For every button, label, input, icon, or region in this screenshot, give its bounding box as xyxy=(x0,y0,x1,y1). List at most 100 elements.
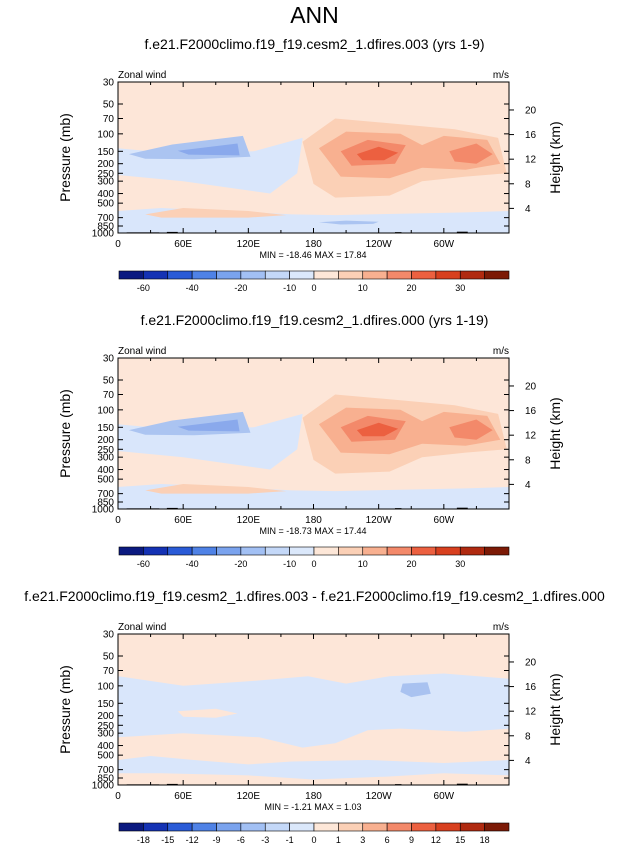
x-tick-label: 60W xyxy=(434,515,455,526)
colorbar-swatch xyxy=(411,546,437,556)
colorbar-label: 0 xyxy=(311,283,316,293)
stats-label: MIN = -1.21 MAX = 1.03 xyxy=(264,802,361,812)
colorbar-label: 12 xyxy=(431,835,441,845)
height-tick-label: 4 xyxy=(525,480,531,491)
colorbar-swatch xyxy=(459,822,485,832)
page-title: ANN xyxy=(290,2,339,28)
colorbar-label: -12 xyxy=(186,835,199,845)
height-tick-label: 4 xyxy=(525,756,531,767)
colorbar-swatch xyxy=(484,270,510,280)
colorbar-swatch xyxy=(362,546,388,556)
y-tick-label: 700 xyxy=(97,489,114,500)
colorbar-label: -3 xyxy=(261,835,269,845)
height-tick-label: 12 xyxy=(525,155,537,166)
y-tick-label: 850 xyxy=(97,774,114,785)
colorbar-label: 9 xyxy=(409,835,414,845)
colorbar-label: -60 xyxy=(137,283,150,293)
colorbar-swatch xyxy=(313,822,339,832)
y-tick-label: 1000 xyxy=(92,505,115,516)
y-tick-label: 50 xyxy=(103,99,115,110)
y-tick-label: 100 xyxy=(97,405,114,416)
colorbar-label: 15 xyxy=(455,835,465,845)
colorbar-label: 18 xyxy=(480,835,490,845)
x-tick-label: 120E xyxy=(237,791,261,802)
y-tick-label: 100 xyxy=(97,129,114,140)
colorbar-swatch xyxy=(264,270,290,280)
contour-region xyxy=(118,756,509,780)
colorbar-swatch xyxy=(386,270,412,280)
x-tick-label: 60W xyxy=(434,791,455,802)
colorbar-swatch xyxy=(459,270,485,280)
y-tick-label: 150 xyxy=(97,699,114,710)
colorbar-label: -10 xyxy=(283,559,296,569)
colorbar-label: -1 xyxy=(286,835,294,845)
x-tick-label: 60E xyxy=(174,791,192,802)
y-tick-label: 50 xyxy=(103,375,115,386)
y-tick-label: 500 xyxy=(97,199,114,210)
colorbar-swatch xyxy=(362,822,388,832)
colorbar-swatch xyxy=(435,822,461,832)
y2-axis-title: Height (km) xyxy=(547,121,563,193)
variable-label: Zonal wind xyxy=(118,346,166,357)
contour-region xyxy=(118,137,303,194)
colorbar-swatch xyxy=(143,822,169,832)
height-tick-label: 20 xyxy=(525,105,537,116)
colorbar-label: -15 xyxy=(161,835,174,845)
stats-label: MIN = -18.73 MAX = 17.44 xyxy=(259,526,366,536)
colorbar-label: -6 xyxy=(237,835,245,845)
colorbar-swatch xyxy=(338,270,364,280)
x-tick-label: 120E xyxy=(237,515,261,526)
colorbar-label: 6 xyxy=(385,835,390,845)
y-tick-label: 100 xyxy=(97,681,114,692)
contour-field xyxy=(118,82,509,233)
y-tick-label: 200 xyxy=(97,159,114,170)
colorbar-swatch xyxy=(216,546,242,556)
y-tick-label: 300 xyxy=(97,177,114,188)
y-tick-label: 30 xyxy=(103,354,115,365)
colorbar-label: 20 xyxy=(406,283,416,293)
height-tick-label: 16 xyxy=(525,682,537,693)
colorbar-swatch xyxy=(191,822,217,832)
y-tick-label: 70 xyxy=(103,114,115,125)
y-tick-label: 300 xyxy=(97,729,114,740)
colorbar-swatch xyxy=(411,270,437,280)
units-label: m/s xyxy=(493,70,509,81)
x-tick-label: 0 xyxy=(115,515,121,526)
y-tick-label: 1000 xyxy=(92,229,115,240)
colorbar-swatch xyxy=(191,546,217,556)
colorbar-swatch xyxy=(386,822,412,832)
colorbar-swatch xyxy=(484,546,510,556)
variable-label: Zonal wind xyxy=(118,622,166,633)
y-tick-label: 250 xyxy=(97,445,114,456)
colorbar-swatch xyxy=(313,546,339,556)
x-tick-label: 120W xyxy=(366,515,393,526)
colorbar-swatch xyxy=(240,270,266,280)
colorbar-label: 30 xyxy=(455,283,465,293)
y-tick-label: 150 xyxy=(97,423,114,434)
colorbar-label: -20 xyxy=(234,559,247,569)
colorbar-swatch xyxy=(289,546,315,556)
colorbar-swatch xyxy=(411,822,437,832)
y-tick-label: 850 xyxy=(97,222,114,233)
contour-region xyxy=(400,682,431,698)
y-tick-label: 200 xyxy=(97,435,114,446)
stats-label: MIN = -18.46 MAX = 17.84 xyxy=(259,250,366,260)
panel-1-title: f.e21.F2000climo.f19_f19.cesm2_1.dfires.… xyxy=(144,36,485,52)
units-label: m/s xyxy=(493,346,509,357)
height-tick-label: 8 xyxy=(525,455,531,466)
x-tick-label: 120E xyxy=(237,239,261,250)
colorbar-swatch xyxy=(289,270,315,280)
colorbar-swatch xyxy=(264,822,290,832)
colorbar-label: -40 xyxy=(186,283,199,293)
colorbar-swatch xyxy=(216,270,242,280)
y-tick-label: 1000 xyxy=(92,781,115,792)
colorbar-swatch xyxy=(240,822,266,832)
colorbar-swatch xyxy=(240,546,266,556)
topography xyxy=(456,231,468,233)
contour-region xyxy=(318,220,379,225)
colorbar-swatch xyxy=(264,546,290,556)
panel-2-title: f.e21.F2000climo.f19_f19.cesm2_1.dfires.… xyxy=(140,312,489,328)
colorbar-label: 0 xyxy=(311,559,316,569)
contour-region xyxy=(449,143,493,164)
height-tick-label: 12 xyxy=(525,707,537,718)
